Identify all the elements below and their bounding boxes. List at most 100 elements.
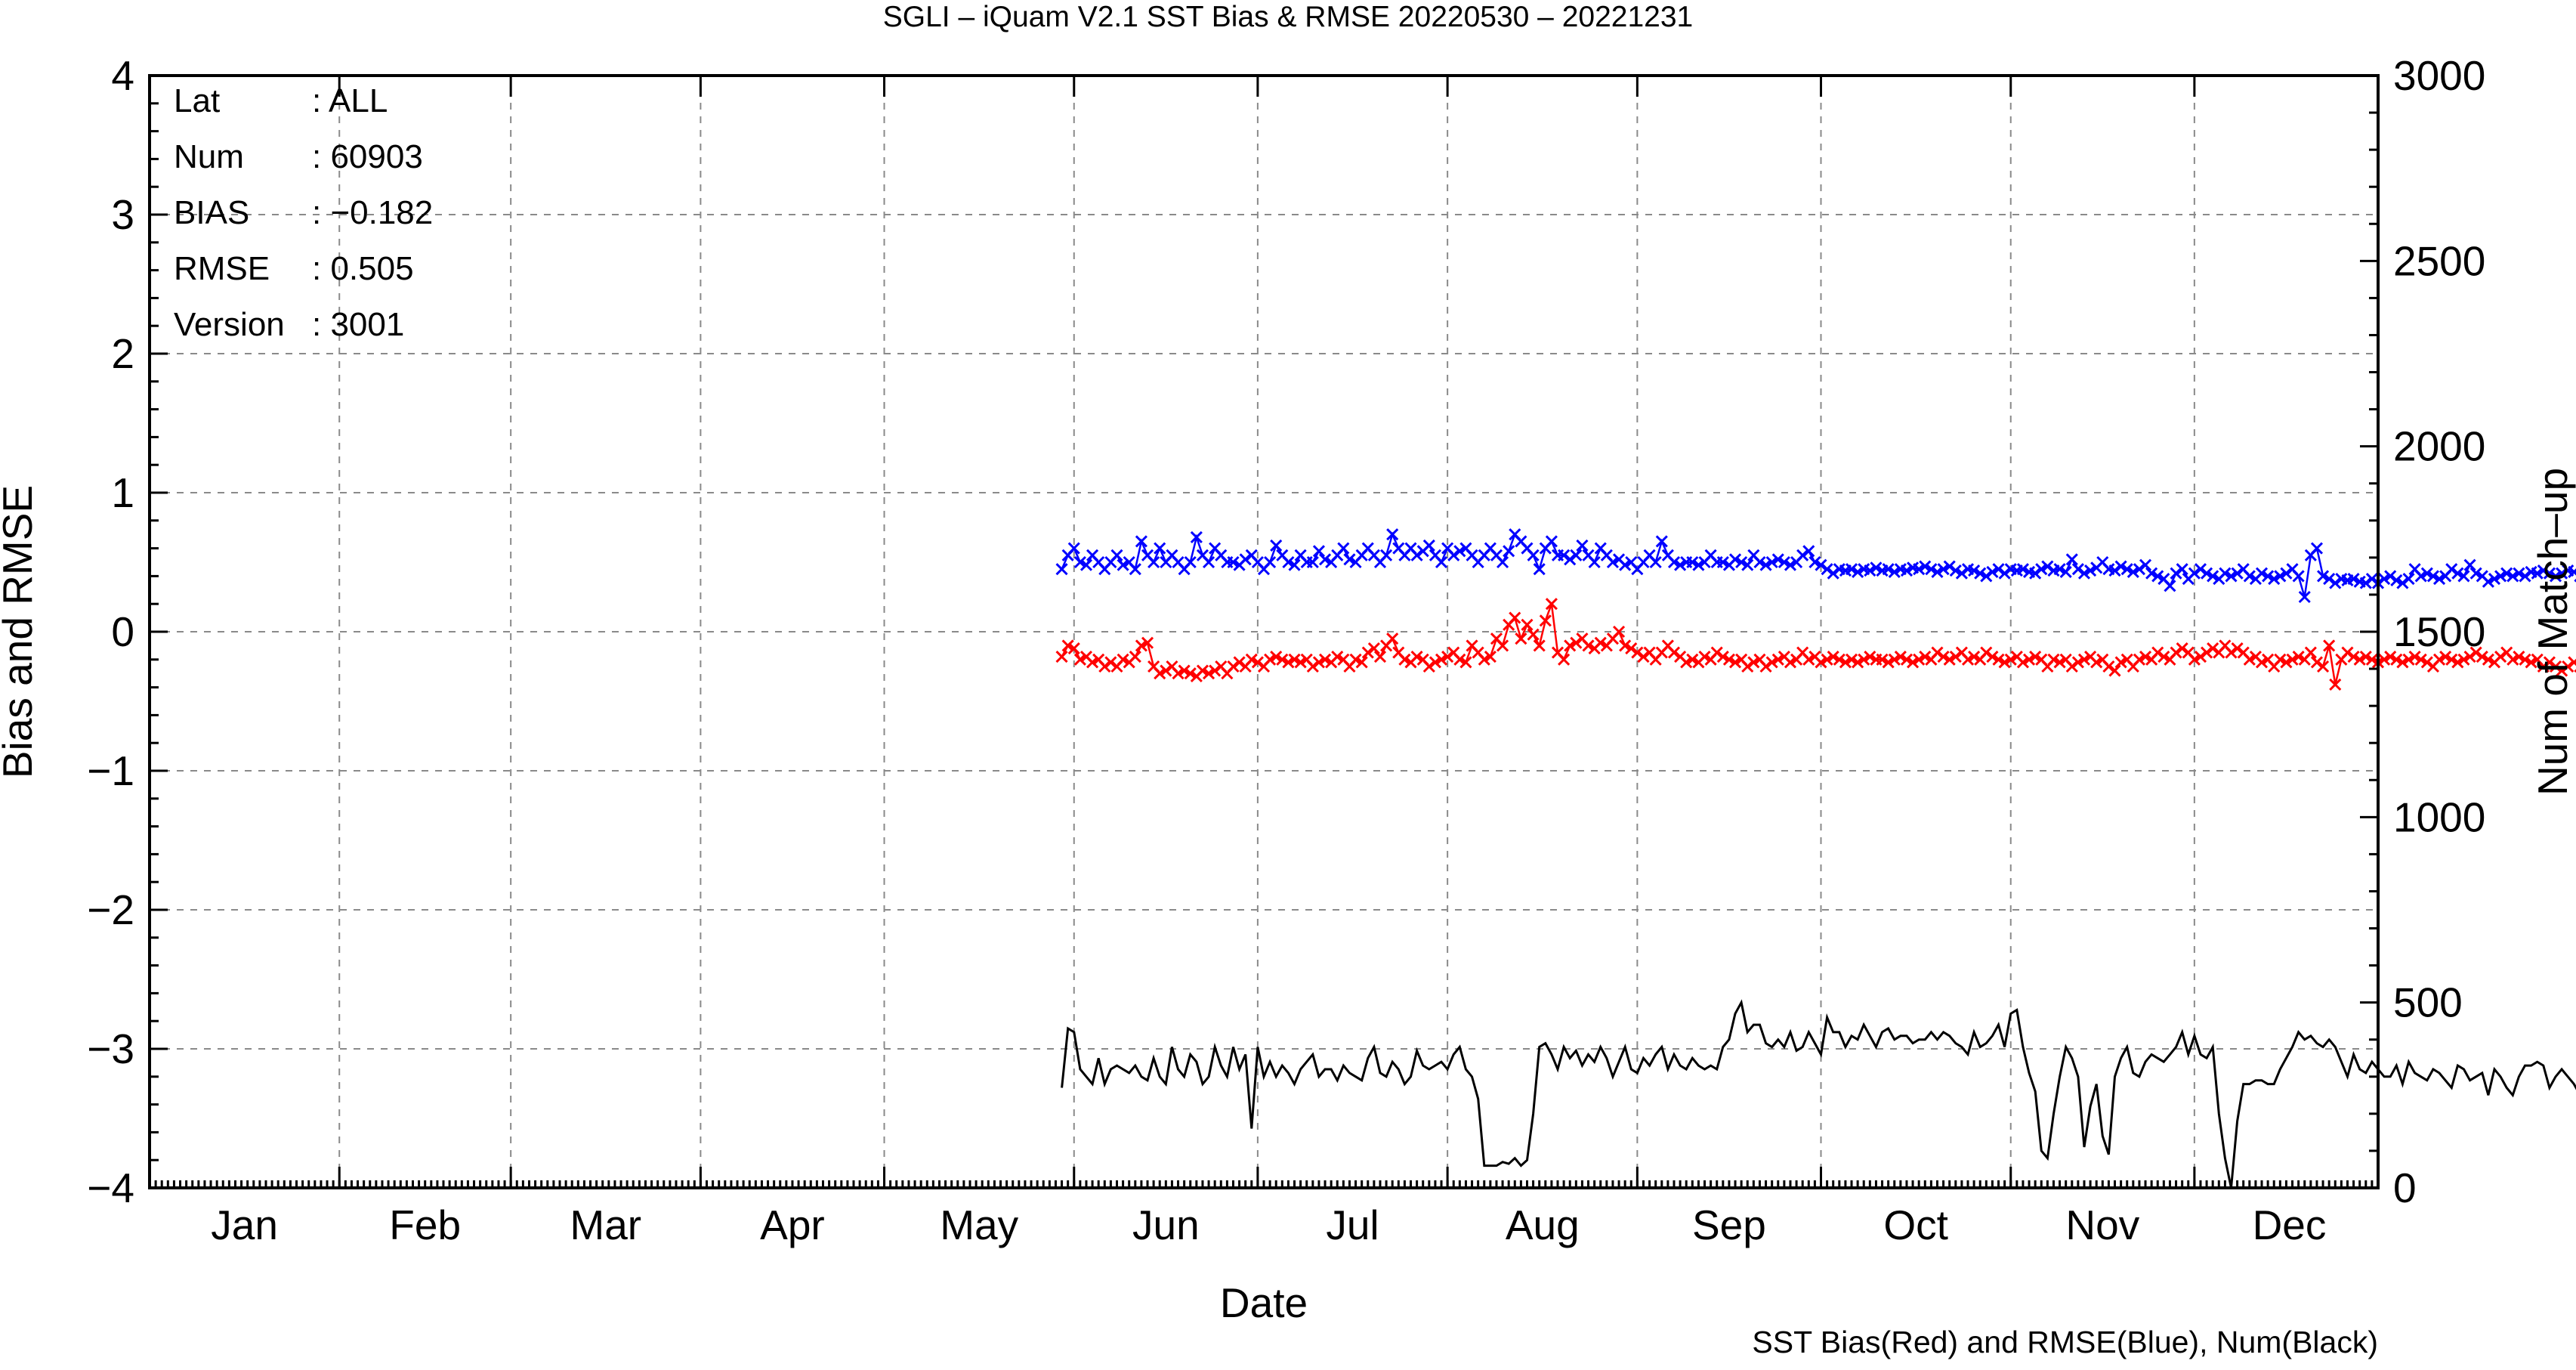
data-point xyxy=(1998,656,2011,669)
data-point xyxy=(1716,651,1729,663)
data-point xyxy=(1429,656,1441,669)
data-point xyxy=(2077,653,2091,666)
data-point xyxy=(2469,567,2482,580)
data-point xyxy=(1570,549,1583,561)
data-point xyxy=(2519,653,2531,666)
data-point xyxy=(1496,555,1509,569)
data-point xyxy=(2170,567,2182,580)
data-point xyxy=(1741,558,1754,571)
y-right-axis-label: Num of Match–up xyxy=(2529,468,2576,796)
data-point xyxy=(2543,567,2556,580)
data-point xyxy=(2323,573,2336,586)
y-right-tick-label: 2500 xyxy=(2393,237,2485,284)
data-point xyxy=(2077,567,2091,580)
data-point xyxy=(1484,651,1496,663)
plot-frame xyxy=(148,74,2380,1189)
series-layer xyxy=(1055,528,2576,1189)
data-point xyxy=(2022,653,2036,666)
data-point xyxy=(2084,564,2097,577)
data-point xyxy=(2323,639,2336,652)
y-right-tick-label: 1000 xyxy=(2393,793,2485,840)
x-tick-label: Oct xyxy=(1883,1201,1948,1248)
y-right-tick-label: 2000 xyxy=(2393,423,2485,470)
data-point xyxy=(1398,653,1411,666)
data-point xyxy=(1178,664,1191,677)
data-point xyxy=(1129,563,1141,576)
x-tick-label: Jan xyxy=(211,1201,278,1248)
data-point xyxy=(2243,653,2256,666)
data-point xyxy=(2262,570,2275,583)
data-point xyxy=(1931,565,1944,578)
data-point xyxy=(2556,567,2568,580)
data-point xyxy=(1949,651,1962,663)
data-point xyxy=(1154,542,1166,555)
data-point xyxy=(1667,555,1681,569)
data-point xyxy=(1722,653,1735,666)
info-key: BIAS xyxy=(174,194,249,231)
data-point xyxy=(1117,653,1129,666)
data-point xyxy=(2329,577,2342,589)
data-point xyxy=(1533,563,1546,576)
data-point xyxy=(1900,564,1913,577)
data-point xyxy=(1545,535,1558,548)
data-point xyxy=(1564,639,1577,652)
data-point xyxy=(1992,653,2005,666)
data-point xyxy=(1698,651,1711,663)
data-point xyxy=(2298,590,2311,604)
data-point xyxy=(2139,651,2152,663)
data-point xyxy=(1355,656,1368,669)
y-right-tick-label: 3000 xyxy=(2393,52,2485,99)
data-point xyxy=(2384,570,2397,583)
data-point xyxy=(2102,660,2115,673)
x-tick-label: Dec xyxy=(2253,1201,2327,1248)
data-point xyxy=(1913,653,1926,666)
x-tick-label: Feb xyxy=(389,1201,461,1248)
data-point xyxy=(2494,570,2507,583)
data-point xyxy=(2108,564,2121,577)
data-point xyxy=(1594,636,1607,649)
data-point xyxy=(1539,614,1552,627)
x-tick-label: Apr xyxy=(760,1201,825,1248)
data-point xyxy=(1073,653,1086,666)
data-point xyxy=(2255,567,2269,580)
data-point xyxy=(2543,656,2556,669)
data-point xyxy=(2145,567,2158,580)
data-point xyxy=(2347,651,2360,663)
info-key: Lat xyxy=(174,82,220,119)
data-point xyxy=(2316,660,2330,673)
data-point xyxy=(1943,653,1956,666)
data-point xyxy=(1852,656,1864,669)
data-point xyxy=(1184,555,1197,569)
data-point xyxy=(1264,555,1277,569)
x-tick-label: Mar xyxy=(570,1201,641,1248)
data-point xyxy=(2463,651,2476,663)
data-point xyxy=(2207,642,2219,655)
data-point xyxy=(1380,549,1393,561)
data-point xyxy=(2114,560,2127,573)
data-point xyxy=(1839,656,1852,669)
data-point xyxy=(1827,651,1839,663)
data-point xyxy=(1649,555,1662,569)
data-point xyxy=(1771,653,1784,666)
data-point xyxy=(2268,573,2281,586)
data-point xyxy=(2378,653,2391,666)
series-num xyxy=(1061,999,2576,1189)
data-point xyxy=(2390,653,2403,666)
data-point xyxy=(2016,563,2030,576)
data-point xyxy=(2549,570,2562,583)
data-point xyxy=(2457,653,2470,666)
data-point xyxy=(1937,651,1950,663)
data-point xyxy=(2127,565,2139,578)
data-point xyxy=(1282,555,1295,569)
data-point xyxy=(2562,660,2574,673)
data-point xyxy=(1386,632,1399,645)
data-point xyxy=(2053,563,2066,576)
data-point xyxy=(2365,573,2378,586)
data-point xyxy=(1876,653,1889,666)
data-point xyxy=(1478,653,1490,666)
data-point xyxy=(1294,656,1307,669)
data-point xyxy=(1558,549,1571,561)
info-value: : 0.505 xyxy=(312,250,414,287)
data-point xyxy=(2292,651,2305,663)
